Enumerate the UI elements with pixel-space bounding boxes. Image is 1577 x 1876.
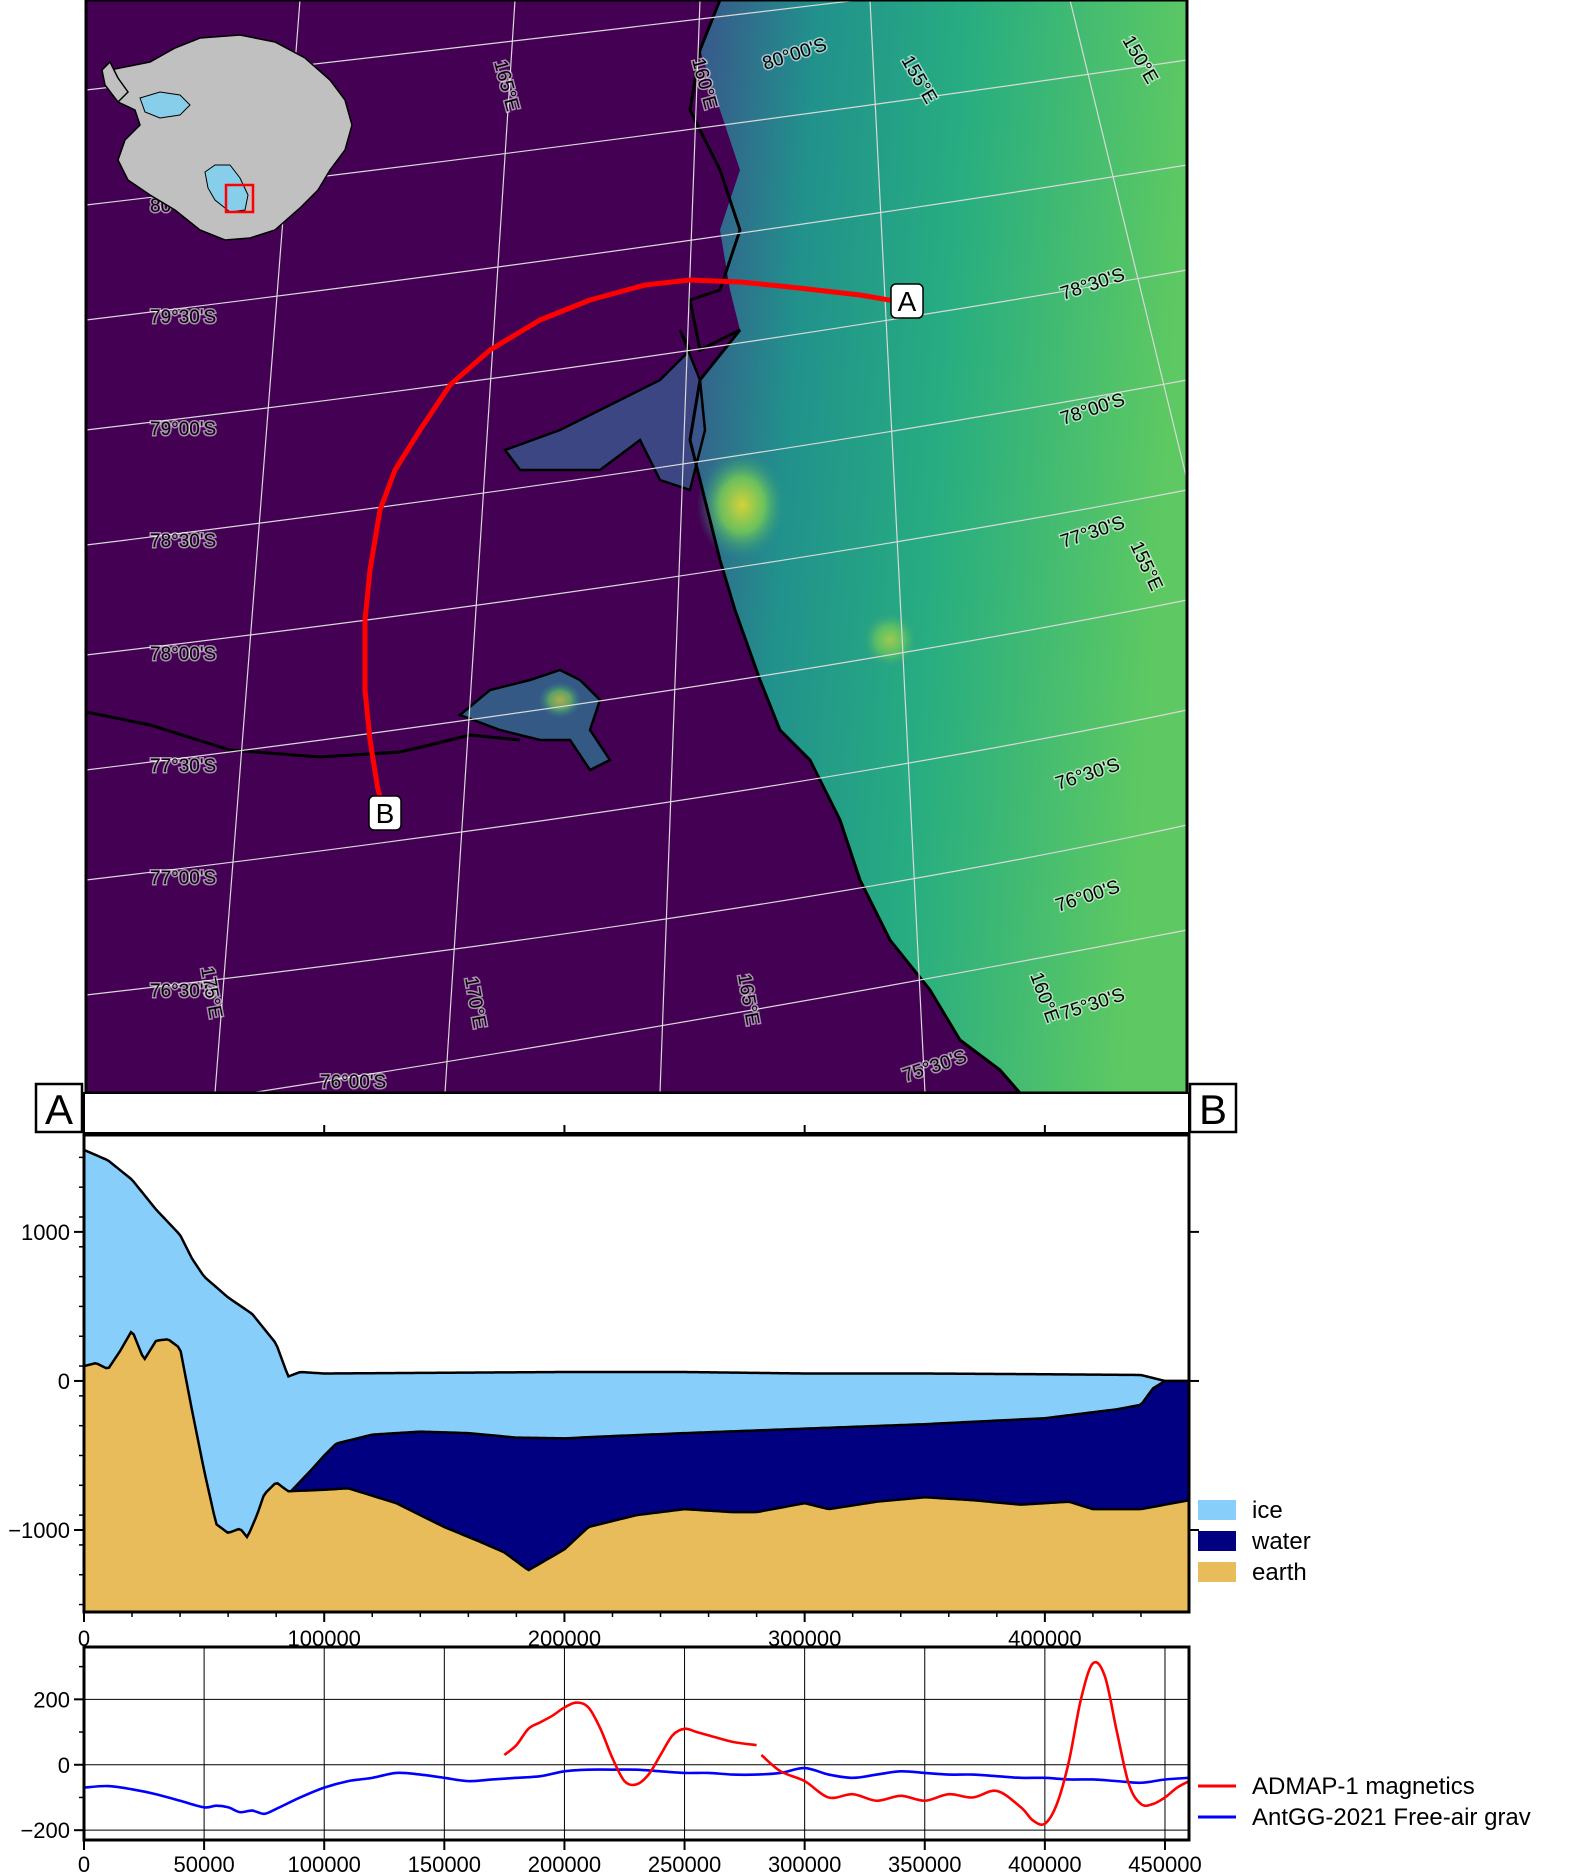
series-line-magnetics-0	[503, 1701, 757, 1787]
legend-swatch-water	[1198, 1531, 1236, 1551]
legend-label-ice: ice	[1252, 1497, 1283, 1524]
y-tick-label: 1000	[21, 1220, 70, 1245]
ice-surface-line	[83, 1148, 1189, 1383]
ice-base-line	[288, 1379, 1189, 1493]
latitude-labels-left: 80°00'S 79°30'S 79°00'S 78°30'S 78°00'S …	[149, 195, 388, 1095]
series-line-gravity-0	[83, 1766, 1190, 1816]
lat-label: 78°00'S	[150, 644, 216, 665]
x-tick-label: 250000	[648, 1852, 721, 1876]
x-tick-label: 300000	[768, 1852, 841, 1876]
legend-label-1: AntGG-2021 Free-air grav	[1252, 1804, 1531, 1831]
inset-peninsula	[101, 60, 129, 104]
x-tick-label: 450000	[1128, 1852, 1201, 1876]
series-line-magnetics-1	[760, 1660, 1190, 1826]
y-tick-label: −1000	[8, 1518, 70, 1543]
y-tick-label: 0	[58, 1369, 70, 1394]
ice-shelf-front	[86, 710, 521, 759]
geophysics-line-chart: 200 0 −200 0 50000 100000 150000 200000 250000 30…	[20, 1645, 1531, 1876]
x-tick-label: 50000	[174, 1852, 235, 1876]
legend-label-0: ADMAP-1 magnetics	[1252, 1773, 1475, 1800]
legend-label-earth: earth	[1252, 1559, 1307, 1586]
legend-swatch-ice	[1198, 1500, 1236, 1520]
coastline-main	[688, 0, 1022, 1093]
svg-text:A: A	[45, 1086, 73, 1133]
x-tick-label: 200000	[528, 1852, 601, 1876]
svg-text:B: B	[376, 798, 395, 829]
cross-section-chart: 10000−10000 100000 200000 300000 400000icewa…	[8, 1125, 1311, 1651]
profile-line	[362, 277, 908, 813]
earth-layer	[84, 1332, 1189, 1612]
inset-antarctica-land	[109, 34, 353, 241]
legend-label-water: water	[1251, 1528, 1311, 1555]
inset-ronne-ice-shelf	[139, 91, 191, 119]
svg-text:A: A	[898, 286, 917, 317]
lat-label: 77°00'S	[150, 868, 216, 889]
coastline-island-1	[502, 329, 707, 492]
map-panel: A B 80°00'S 79°30'S 79°00'S 78°30'S 78°0…	[84, 0, 1189, 1095]
x-tick-label: 150000	[408, 1852, 481, 1876]
coastline-island-2	[457, 668, 612, 772]
dem-peak-3	[538, 682, 582, 718]
inset-location-box	[224, 183, 255, 214]
legend-swatch-earth	[1198, 1562, 1236, 1582]
lat-label: 79°00'S	[150, 419, 216, 440]
x-tick-label: 400000	[1008, 1852, 1081, 1876]
lat-label: 76°30'S	[150, 981, 216, 1002]
y-tick-label: 0	[58, 1753, 70, 1778]
dem-island-1	[505, 330, 705, 490]
dem-land	[690, 0, 1187, 1093]
endpoint-end-label: B	[368, 795, 402, 831]
svg-text:B: B	[1199, 1086, 1227, 1133]
profile-endpoint-right: B	[1188, 1082, 1238, 1134]
x-tick-label: 100000	[288, 1852, 361, 1876]
water-layer	[84, 1332, 1189, 1571]
lat-label: 76°00'S	[320, 1072, 386, 1093]
endpoint-start-label: A	[890, 283, 924, 319]
dem-peak	[697, 450, 787, 560]
y-tick-label: −200	[20, 1818, 70, 1843]
lat-label: 79°30'S	[150, 307, 216, 328]
profile-endpoint-left: A	[34, 1082, 84, 1134]
x-tick-label: 0	[78, 1626, 90, 1651]
bed-line	[83, 1330, 1190, 1572]
profile-frame	[82, 1133, 1191, 1614]
line-chart-frame	[82, 1645, 1191, 1842]
distance-strip	[83, 1092, 1190, 1134]
inset-antarctica-map	[101, 34, 353, 241]
y-tick-label: 200	[33, 1687, 70, 1712]
x-tick-label: 350000	[888, 1852, 961, 1876]
dem-peak-2	[860, 610, 920, 670]
lat-label: 78°30'S	[150, 531, 216, 552]
lat-label: 77°30'S	[150, 756, 216, 777]
x-tick-label: 0	[78, 1852, 90, 1876]
